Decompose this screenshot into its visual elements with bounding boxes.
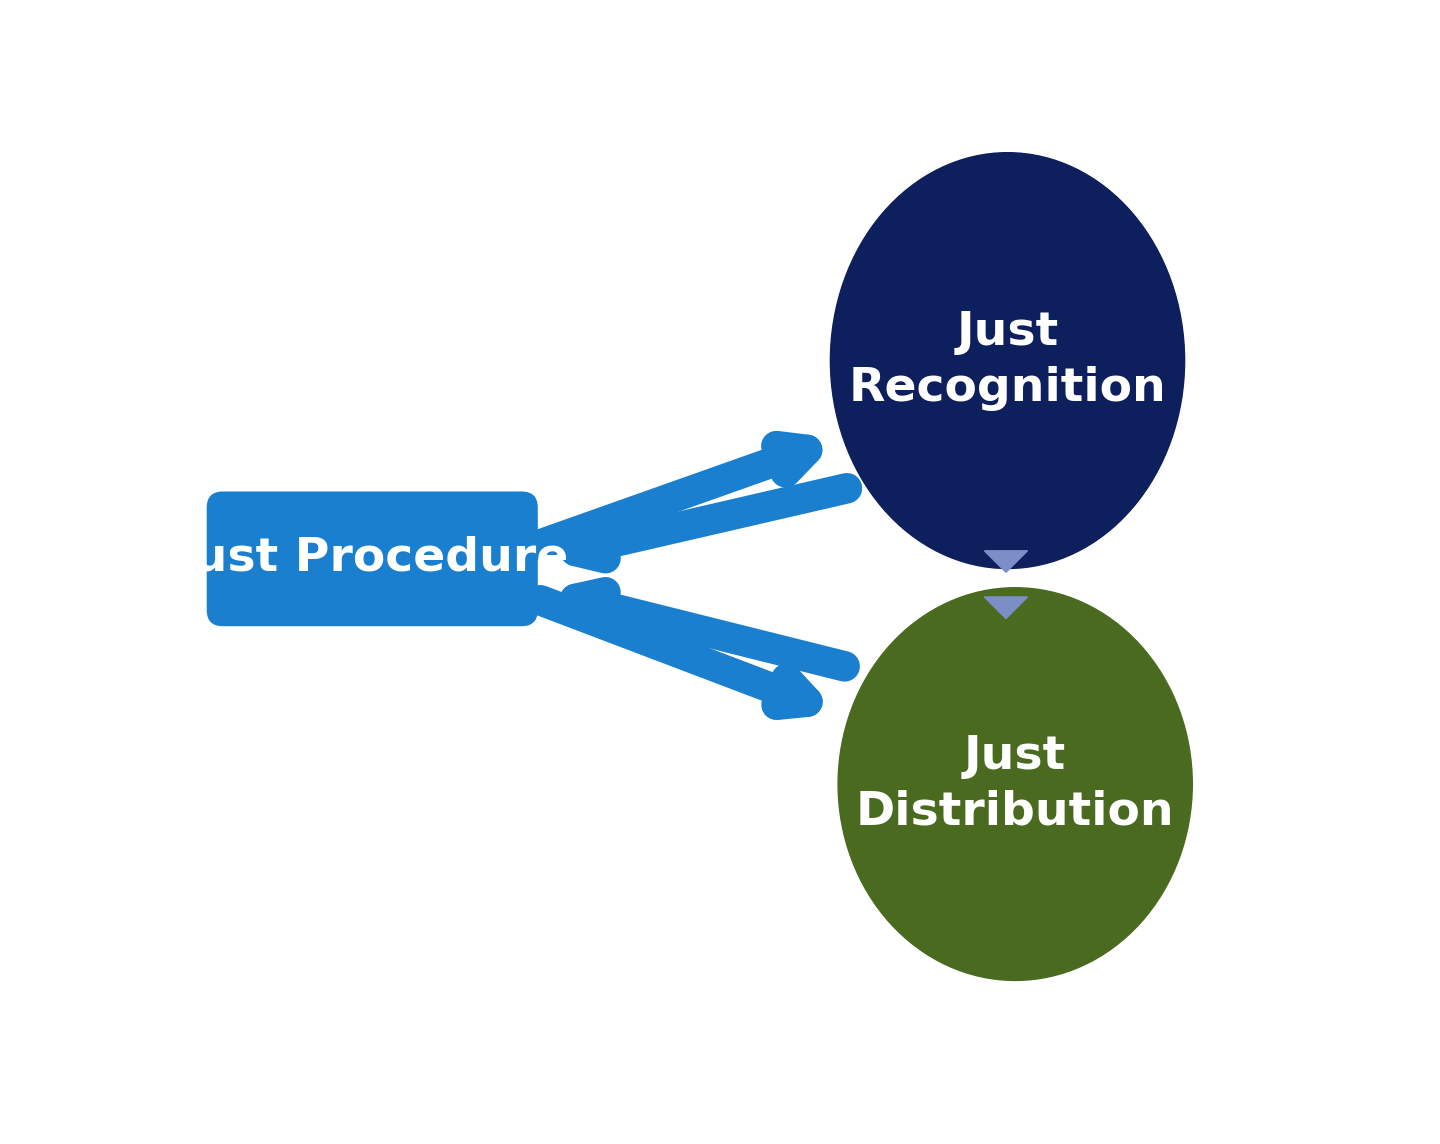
- FancyBboxPatch shape: [207, 492, 537, 626]
- Text: Just
Recognition: Just Recognition: [848, 310, 1166, 411]
- Ellipse shape: [831, 152, 1185, 569]
- Ellipse shape: [838, 588, 1192, 980]
- Text: Just
Distribution: Just Distribution: [855, 733, 1175, 834]
- Text: Just Procedure: Just Procedure: [176, 537, 569, 581]
- Polygon shape: [985, 550, 1028, 572]
- Polygon shape: [985, 597, 1028, 619]
